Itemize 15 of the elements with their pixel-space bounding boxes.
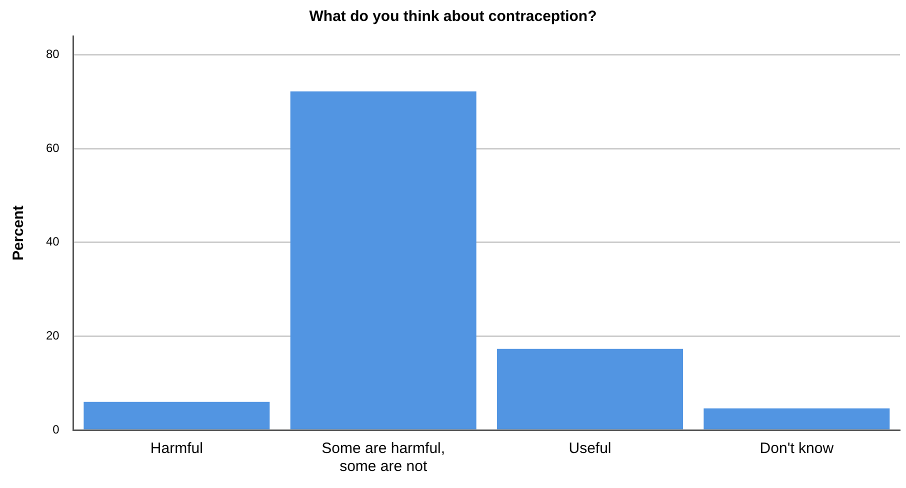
x-tick-label: Some are harmful, some are not xyxy=(322,440,446,476)
x-tick-label: Useful xyxy=(568,440,612,458)
y-tick-label: 40 xyxy=(46,234,60,249)
y-tick-label: 80 xyxy=(46,47,60,62)
bar xyxy=(290,91,476,430)
x-tick-label: Harmful xyxy=(150,440,203,458)
bar xyxy=(704,408,890,430)
chart-title: What do you think about contraception? xyxy=(309,8,597,26)
y-axis-title: Percent xyxy=(10,205,28,261)
y-tick-label: 60 xyxy=(46,140,60,155)
y-tick-label: 20 xyxy=(46,328,60,343)
x-tick-label: Don't know xyxy=(760,440,834,458)
bar xyxy=(84,402,270,430)
bar xyxy=(497,348,684,430)
y-tick-label: 0 xyxy=(52,422,60,436)
